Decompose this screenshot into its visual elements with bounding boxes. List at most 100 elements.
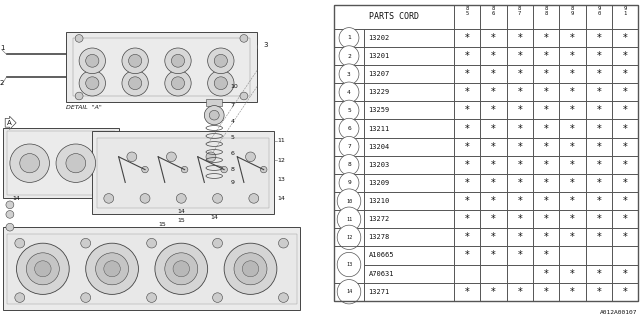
Text: 13229: 13229 (369, 89, 390, 95)
Text: *: * (465, 69, 469, 79)
Text: *: * (623, 196, 628, 206)
Text: *: * (491, 142, 496, 152)
Text: 13210: 13210 (369, 198, 390, 204)
Text: *: * (465, 251, 469, 260)
Circle shape (246, 152, 255, 162)
Circle shape (212, 238, 223, 248)
Text: *: * (544, 142, 548, 152)
Text: 9: 9 (347, 180, 351, 185)
Text: *: * (596, 160, 601, 170)
Text: 9
0: 9 0 (597, 6, 600, 16)
Bar (533, 119, 559, 138)
Circle shape (177, 194, 186, 203)
Circle shape (129, 77, 141, 90)
Circle shape (337, 189, 361, 213)
Text: 14: 14 (13, 196, 20, 201)
Bar (364, 65, 454, 83)
Text: *: * (465, 142, 469, 152)
Text: *: * (544, 51, 548, 61)
Bar (586, 5, 612, 29)
Text: *: * (544, 178, 548, 188)
Bar (559, 101, 586, 119)
Text: 13202: 13202 (369, 35, 390, 41)
Bar (364, 228, 454, 246)
Text: 8: 8 (231, 167, 235, 172)
Text: *: * (491, 87, 496, 97)
Text: *: * (491, 160, 496, 170)
Circle shape (10, 144, 49, 182)
Text: *: * (517, 196, 522, 206)
Bar (454, 210, 480, 228)
Text: 4: 4 (231, 119, 235, 124)
Text: *: * (596, 142, 601, 152)
Bar (559, 119, 586, 138)
Text: 8: 8 (347, 162, 351, 167)
Text: 2: 2 (347, 53, 351, 59)
Circle shape (221, 166, 227, 173)
Text: *: * (623, 87, 628, 97)
Circle shape (75, 35, 83, 42)
Bar (480, 192, 506, 210)
Text: DETAIL  "A": DETAIL "A" (66, 105, 102, 110)
Circle shape (206, 152, 216, 162)
Text: 7: 7 (347, 144, 351, 149)
Bar (454, 101, 480, 119)
Text: *: * (491, 124, 496, 133)
Text: *: * (570, 142, 575, 152)
Bar (66, 32, 257, 102)
Bar (586, 65, 612, 83)
Bar (586, 283, 612, 301)
Text: *: * (517, 142, 522, 152)
Circle shape (339, 64, 359, 84)
Circle shape (207, 48, 234, 74)
Bar (97, 138, 269, 208)
Bar (454, 246, 480, 265)
Bar (586, 174, 612, 192)
Circle shape (243, 261, 259, 277)
Bar (533, 65, 559, 83)
Bar (480, 101, 506, 119)
Text: *: * (491, 51, 496, 61)
Text: *: * (517, 160, 522, 170)
Text: *: * (517, 69, 522, 79)
Text: 13209: 13209 (369, 180, 390, 186)
Text: 8
7: 8 7 (518, 6, 522, 16)
Bar (454, 174, 480, 192)
Text: *: * (596, 178, 601, 188)
Bar (480, 47, 506, 65)
Text: *: * (491, 232, 496, 242)
Bar (506, 246, 533, 265)
Circle shape (129, 54, 141, 67)
Bar (559, 192, 586, 210)
Circle shape (147, 238, 157, 248)
Text: *: * (596, 268, 601, 279)
Circle shape (104, 194, 114, 203)
Bar (533, 283, 559, 301)
Text: *: * (465, 214, 469, 224)
Text: *: * (544, 196, 548, 206)
Bar (72, 38, 250, 96)
Bar (586, 119, 612, 138)
Bar (612, 283, 639, 301)
Circle shape (6, 201, 14, 209)
Text: *: * (544, 287, 548, 297)
Bar (612, 5, 639, 29)
Bar (454, 283, 480, 301)
Text: *: * (623, 232, 628, 242)
Text: *: * (544, 124, 548, 133)
Text: *: * (596, 33, 601, 43)
Circle shape (26, 253, 60, 285)
Bar (506, 156, 533, 174)
Bar (480, 174, 506, 192)
Bar (454, 192, 480, 210)
Bar (506, 283, 533, 301)
Bar (454, 83, 480, 101)
Circle shape (86, 243, 138, 294)
Text: 5: 5 (347, 108, 351, 113)
Bar (454, 119, 480, 138)
Text: 13272: 13272 (369, 216, 390, 222)
Text: *: * (491, 178, 496, 188)
Bar (533, 265, 559, 283)
Text: *: * (491, 251, 496, 260)
Bar (559, 5, 586, 29)
